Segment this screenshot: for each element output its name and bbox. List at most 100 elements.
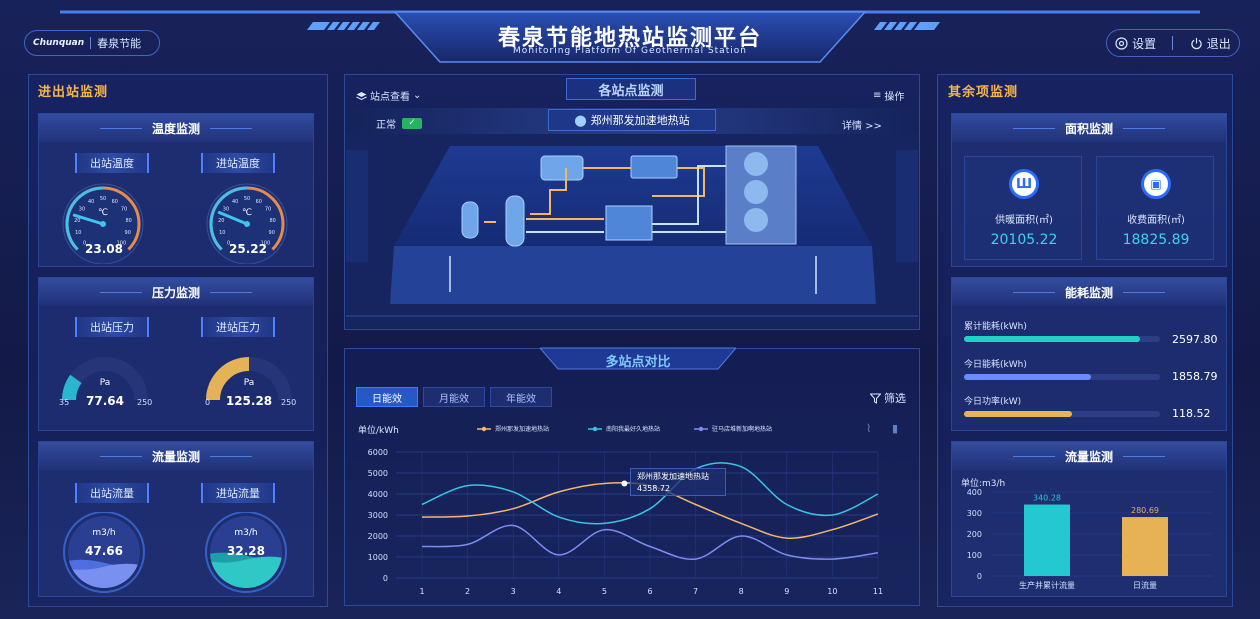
energy-label-0: 累计能耗(kWh) <box>964 322 1027 332</box>
logout-button[interactable]: 退出 <box>1190 35 1231 52</box>
energy-label-2: 今日功率(kW) <box>964 397 1022 407</box>
tab-yearly-efficiency[interactable]: 年能效 <box>490 387 552 407</box>
series-line-1 <box>421 462 879 525</box>
out-flow-tank <box>63 512 145 593</box>
gauge-tick-label: 20 <box>218 218 224 224</box>
top-actions-divider <box>1172 36 1174 50</box>
y-tick-label: 1000 <box>368 553 388 562</box>
filter-button[interactable]: 筛选 <box>870 390 906 406</box>
left-flow-section: 流量监测 出站流量 进站流量 m3/h m3/h 47.66 32.28 <box>38 441 314 597</box>
bar-chart-icon[interactable]: ▮ <box>892 422 899 435</box>
tab-monthly-efficiency[interactable]: 月能效 <box>423 387 485 407</box>
top-actions: 设置 退出 <box>1106 29 1240 57</box>
legend-item-1[interactable]: 南阳我最好久地热站 <box>587 424 660 433</box>
y-tick-label: 5000 <box>368 469 388 478</box>
right-flow-unit: 单位:m3/h <box>961 479 1006 489</box>
x-tick-label: 10 <box>827 587 837 596</box>
legend-item-0[interactable]: 郑州那发加速地热站 <box>476 424 549 433</box>
out-pressure-min: 35 <box>59 398 70 407</box>
legend-item-2[interactable]: 驻马店堆新加啊地热站 <box>693 424 772 433</box>
settings-button[interactable]: 设置 <box>1115 35 1156 52</box>
out-flow-label: 出站流量 <box>75 483 149 503</box>
gauge-tick-label: 0 <box>83 240 86 246</box>
area-section: 面积监测 Ш 供暖面积(㎡) 20105.22 ▣ 收费面积(㎡) 18825.… <box>951 113 1227 267</box>
in-pressure-label: 进站压力 <box>201 317 275 337</box>
y-tick-label: 4000 <box>368 490 388 499</box>
right-flow-section: 流量监测 单位:m3/h 0 100 200 300 400 340.28 生产井累计流量 2… <box>951 441 1227 597</box>
energy-value-2: 118.52 <box>1172 407 1211 420</box>
brand-logo: Chunquan 春泉节能 <box>24 30 160 56</box>
legend-swatch-1 <box>588 426 602 431</box>
in-temp-unit: ℃ <box>241 208 253 218</box>
chart-unit-label: 单位/kWh <box>358 426 399 436</box>
series-line-2 <box>421 524 879 561</box>
tab-daily-efficiency[interactable]: 日能效 <box>356 387 418 407</box>
bar-y-tick-label: 100 <box>967 551 982 560</box>
gauge-hub <box>100 221 106 227</box>
in-pressure-value: 125.28 <box>225 394 273 408</box>
gauge-tick-label: 50 <box>244 196 250 202</box>
flow-bar-value-1: 280.69 <box>1131 506 1159 515</box>
logo-brand-text: Chunquan <box>33 38 85 48</box>
energy-title: 能耗监测 <box>952 278 1226 306</box>
legend-dot <box>698 426 704 431</box>
gauge-needle <box>217 211 249 226</box>
layers-icon <box>356 91 367 100</box>
station-view-label: 站点查看 <box>370 92 410 103</box>
station-view-dropdown[interactable]: 站点查看 ⌄ <box>356 88 421 103</box>
ops-label: 操作 <box>884 92 905 103</box>
gauge-tick-label: 100 <box>261 240 271 246</box>
tank-liquid-group <box>210 552 282 588</box>
page-subtitle: Monitoring Platform Of Geothermal Statio… <box>513 46 747 56</box>
legend-swatch-2 <box>694 426 708 431</box>
energy-bar-1 <box>964 374 1092 380</box>
in-pressure-gauge <box>206 357 292 401</box>
x-tick-label: 7 <box>693 587 698 596</box>
right-panel-title: 其余项监测 <box>948 85 1019 100</box>
gauge-tick-label: 30 <box>223 207 229 213</box>
out-pressure-max: 250 <box>137 398 153 407</box>
bar-y-tick-label: 200 <box>967 530 982 539</box>
temperature-title: 温度监测 <box>39 114 313 142</box>
check-icon: ✓ <box>402 118 422 129</box>
legend-label-0: 郑州那发加速地热站 <box>495 426 550 433</box>
gauge-tick-label: 20 <box>74 218 80 224</box>
gauge-tick-label: 70 <box>265 207 271 213</box>
gauge-tick-label: 30 <box>79 207 85 213</box>
station-scene-illustration <box>346 134 918 328</box>
in-flow-tank <box>205 512 287 593</box>
x-tick-label: 3 <box>511 587 516 596</box>
filter-icon <box>870 393 881 404</box>
station-monitor-title: 各站点监测 <box>566 78 696 100</box>
flow-bar-chart: 0 100 200 300 400 340.28 生产井累计流量 280.69 日流量 <box>967 488 1212 590</box>
location-pin-icon: ⬤ <box>574 113 587 127</box>
compare-title: 多站点对比 <box>605 355 671 370</box>
station-detail-link[interactable]: 详情 >> <box>842 121 882 132</box>
flow-bar-0 <box>1024 504 1070 576</box>
gauge-cool-arc <box>65 186 104 251</box>
left-flow-title: 流量监测 <box>39 442 313 470</box>
in-flow-unit: m3/h <box>234 528 258 538</box>
line-chart-icon[interactable]: ⌇ <box>866 422 872 435</box>
gauge-tick-label: 60 <box>112 199 118 205</box>
y-tick-label: 6000 <box>368 448 388 457</box>
gauge-tick-label: 80 <box>125 218 131 224</box>
radiator-icon: Ш <box>1009 169 1039 199</box>
heating-area-label: 供暖面积(㎡) <box>995 215 1053 226</box>
station-selector[interactable]: ⬤ 郑州那发加速地热站 <box>548 109 716 131</box>
ops-menu-button[interactable]: ≡ 操作 <box>873 88 904 103</box>
chevron-down-icon: ⌄ <box>413 90 422 101</box>
x-tick-label: 4 <box>556 587 561 596</box>
out-temp-value: 23.08 <box>85 242 123 256</box>
status-indicator: 正常 ✓ <box>376 116 422 131</box>
in-temp-value: 25.22 <box>229 242 267 256</box>
in-pressure-max: 250 <box>281 398 297 407</box>
station-name: 郑州那发加速地热站 <box>590 114 690 127</box>
out-temp-label: 出站温度 <box>75 153 149 173</box>
gauge-tick-label: 0 <box>227 240 230 246</box>
chart-tooltip: 郑州那发加速地热站 4358.72 <box>630 468 726 496</box>
energy-value-0: 2597.80 <box>1172 333 1218 346</box>
